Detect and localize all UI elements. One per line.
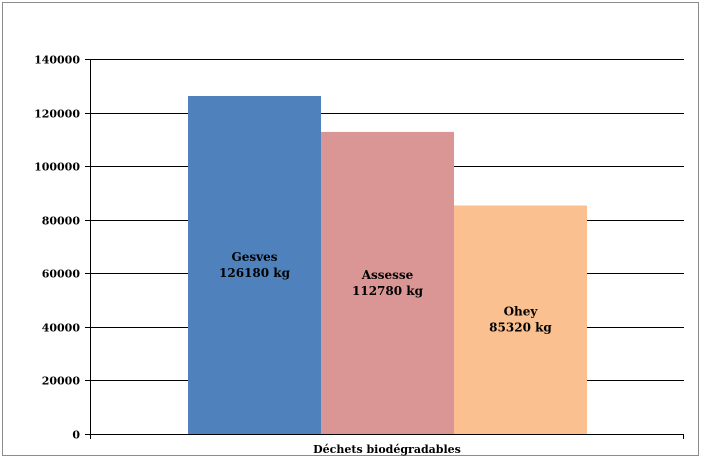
bar-name-label: Ohey [504,305,539,319]
data-label: 85320 kg [489,321,552,335]
labels: 0 20000 40000 60000 80000 100000 120000 140000 G… [34,54,552,457]
axes [85,59,684,439]
y-tick-label: 20000 [42,375,81,388]
y-tick-label: 120000 [34,108,80,121]
bars [188,96,587,435]
data-label: 112780 kg [352,284,424,298]
y-tick-label: 100000 [34,161,80,174]
bar-gesves [188,96,321,435]
data-label: 126180 kg [219,266,291,280]
bar-name-label: Assesse [361,268,414,282]
y-tick-label: 40000 [42,322,81,335]
y-tick-label: 80000 [42,215,81,228]
bar-ohey [454,205,587,434]
y-tick-label: 140000 [34,54,80,67]
bar-name-label: Gesves [231,250,277,264]
y-tick-label: 0 [72,429,80,442]
y-tick-label: 60000 [42,268,81,281]
bar-assesse [321,131,454,435]
x-category-label: Déchets biodégradables [313,443,461,456]
